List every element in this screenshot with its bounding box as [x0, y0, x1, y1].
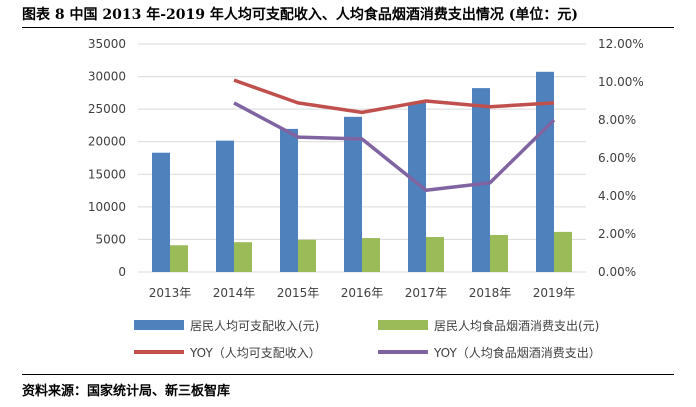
bar	[490, 234, 508, 272]
chart-title: 图表 8 中国 2013 年-2019 年人均可支配收入、人均食品烟酒消费支出情…	[22, 7, 578, 23]
bar	[408, 102, 426, 272]
right-tick-label: 2.00%	[598, 227, 636, 241]
legend-label: 居民人均可支配收入(元)	[190, 319, 319, 333]
bar	[344, 116, 362, 272]
bar	[362, 238, 380, 272]
category-label: 2014年	[213, 286, 256, 300]
bar	[152, 152, 170, 272]
left-tick-label: 35000	[88, 37, 126, 51]
bar	[280, 128, 298, 272]
legend-swatch	[134, 320, 184, 330]
right-tick-label: 6.00%	[598, 151, 636, 165]
left-tick-label: 5000	[95, 232, 126, 246]
source-note: 资料来源：国家统计局、新三板智库	[22, 384, 231, 399]
category-label: 2018年	[469, 286, 512, 300]
left-tick-label: 10000	[88, 200, 126, 214]
category-label: 2015年	[277, 286, 320, 300]
series-line	[233, 78, 555, 115]
left-tick-label: 20000	[88, 135, 126, 149]
bar	[170, 245, 188, 272]
left-tick-label: 15000	[88, 167, 126, 181]
bar	[298, 239, 316, 272]
category-label: 2016年	[341, 286, 384, 300]
left-tick-label: 0	[118, 265, 126, 279]
left-tick-label: 30000	[88, 70, 126, 84]
bar	[216, 140, 234, 272]
series-line	[233, 101, 556, 193]
bar	[426, 237, 444, 272]
bar	[234, 242, 252, 272]
right-tick-label: 8.00%	[598, 113, 636, 127]
right-tick-label: 12.00%	[598, 37, 644, 51]
right-tick-label: 4.00%	[598, 189, 636, 203]
bar	[472, 88, 490, 272]
category-label: 2013年	[149, 286, 192, 300]
legend-swatch	[378, 320, 428, 330]
left-tick-label: 25000	[88, 102, 126, 116]
source-divider	[22, 374, 674, 375]
right-tick-label: 10.00%	[598, 75, 644, 89]
title-divider	[22, 27, 674, 28]
category-label: 2017年	[405, 286, 448, 300]
legend-label: YOY（人均可支配收入）	[189, 346, 321, 360]
legend-label: YOY（人均食品烟酒消费支出）	[433, 345, 601, 360]
bar	[554, 231, 572, 272]
right-tick-label: 0.00%	[598, 265, 636, 279]
legend-label: 居民人均食品烟酒消费支出(元)	[434, 318, 599, 333]
bar	[536, 71, 554, 273]
category-label: 2019年	[533, 286, 576, 300]
